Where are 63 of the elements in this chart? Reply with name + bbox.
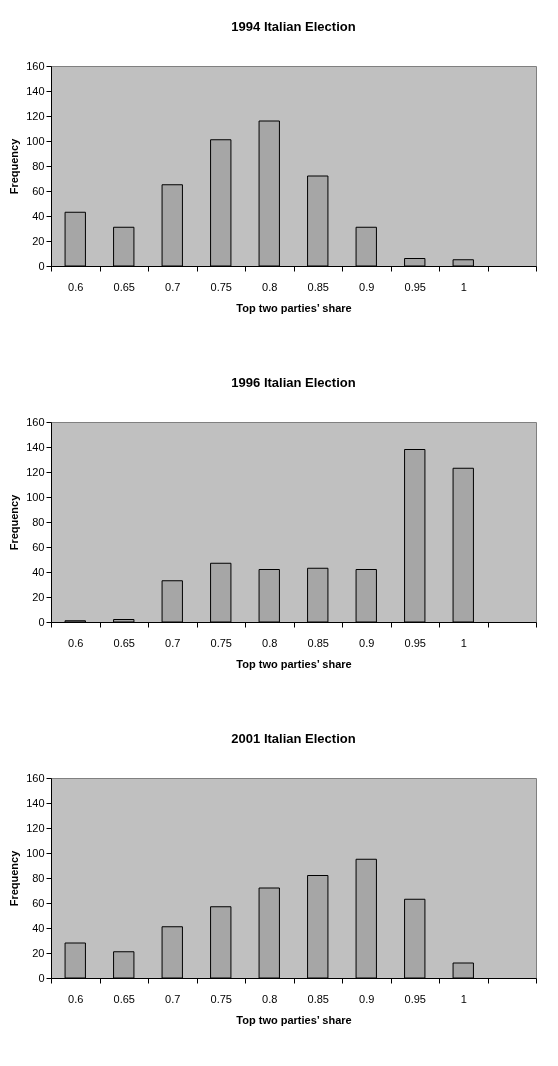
y-tick-label: 100 xyxy=(26,846,45,859)
y-tick-label: 100 xyxy=(26,490,45,503)
x-tick-label: 0.85 xyxy=(307,992,329,1005)
chart-title: 2001 Italian Election xyxy=(231,731,356,746)
x-tick-label: 0.65 xyxy=(113,992,135,1005)
x-tick-label: 0.8 xyxy=(262,992,278,1005)
x-tick-label: 0.6 xyxy=(68,992,84,1005)
y-tick-label: 80 xyxy=(32,159,45,172)
y-axis-title: Frequency xyxy=(8,137,21,195)
y-tick-label: 120 xyxy=(26,109,45,122)
x-tick-label: 1 xyxy=(460,280,467,293)
x-tick-label: 1 xyxy=(460,636,467,649)
y-tick-label: 40 xyxy=(32,565,45,578)
y-tick-label: 60 xyxy=(32,540,45,553)
x-tick-label: 1 xyxy=(460,992,467,1005)
y-tick-label: 160 xyxy=(26,59,45,72)
x-tick-label: 0.75 xyxy=(210,280,232,293)
y-tick-label: 40 xyxy=(32,209,45,222)
y-axis-title: Frequency xyxy=(8,849,21,907)
y-tick-label: 20 xyxy=(32,234,45,247)
x-tick-label: 0.9 xyxy=(359,636,375,649)
x-tick-label: 0.95 xyxy=(404,992,426,1005)
x-axis-title: Top two parties’ share xyxy=(236,657,352,670)
chart-title: 1996 Italian Election xyxy=(231,375,356,390)
x-tick-label: 0.9 xyxy=(359,992,375,1005)
y-tick-label: 100 xyxy=(26,134,45,147)
y-tick-label: 40 xyxy=(32,921,45,934)
y-tick-label: 120 xyxy=(26,821,45,834)
y-tick-label: 0 xyxy=(38,615,45,628)
y-tick-label: 140 xyxy=(26,796,45,809)
x-axis-title: Top two parties’ share xyxy=(236,1013,352,1026)
y-tick-label: 160 xyxy=(26,771,45,784)
x-tick-label: 0.85 xyxy=(307,636,329,649)
x-tick-label: 0.7 xyxy=(165,636,181,649)
y-tick-label: 160 xyxy=(26,415,45,428)
x-tick-label: 0.95 xyxy=(404,636,426,649)
x-tick-label: 0.75 xyxy=(210,992,232,1005)
x-tick-label: 0.85 xyxy=(307,280,329,293)
y-tick-label: 0 xyxy=(38,259,45,272)
y-axis-title: Frequency xyxy=(8,493,21,551)
x-tick-label: 0.8 xyxy=(262,636,278,649)
x-tick-label: 0.95 xyxy=(404,280,426,293)
y-tick-label: 0 xyxy=(38,971,45,984)
y-tick-label: 20 xyxy=(32,590,45,603)
y-tick-label: 80 xyxy=(32,871,45,884)
x-tick-label: 0.9 xyxy=(359,280,375,293)
y-tick-label: 20 xyxy=(32,946,45,959)
y-tick-label: 80 xyxy=(32,515,45,528)
x-tick-label: 0.7 xyxy=(165,280,181,293)
x-tick-label: 0.8 xyxy=(262,280,278,293)
y-tick-label: 60 xyxy=(32,184,45,197)
y-tick-label: 140 xyxy=(26,84,45,97)
y-tick-label: 120 xyxy=(26,465,45,478)
x-axis-title: Top two parties’ share xyxy=(236,301,352,314)
x-tick-label: 0.75 xyxy=(210,636,232,649)
y-tick-label: 60 xyxy=(32,896,45,909)
chart-title: 1994 Italian Election xyxy=(231,19,356,34)
x-tick-label: 0.6 xyxy=(68,280,84,293)
x-tick-label: 0.65 xyxy=(113,280,135,293)
x-tick-label: 0.6 xyxy=(68,636,84,649)
x-tick-label: 0.7 xyxy=(165,992,181,1005)
y-tick-label: 140 xyxy=(26,440,45,453)
x-tick-label: 0.65 xyxy=(113,636,135,649)
